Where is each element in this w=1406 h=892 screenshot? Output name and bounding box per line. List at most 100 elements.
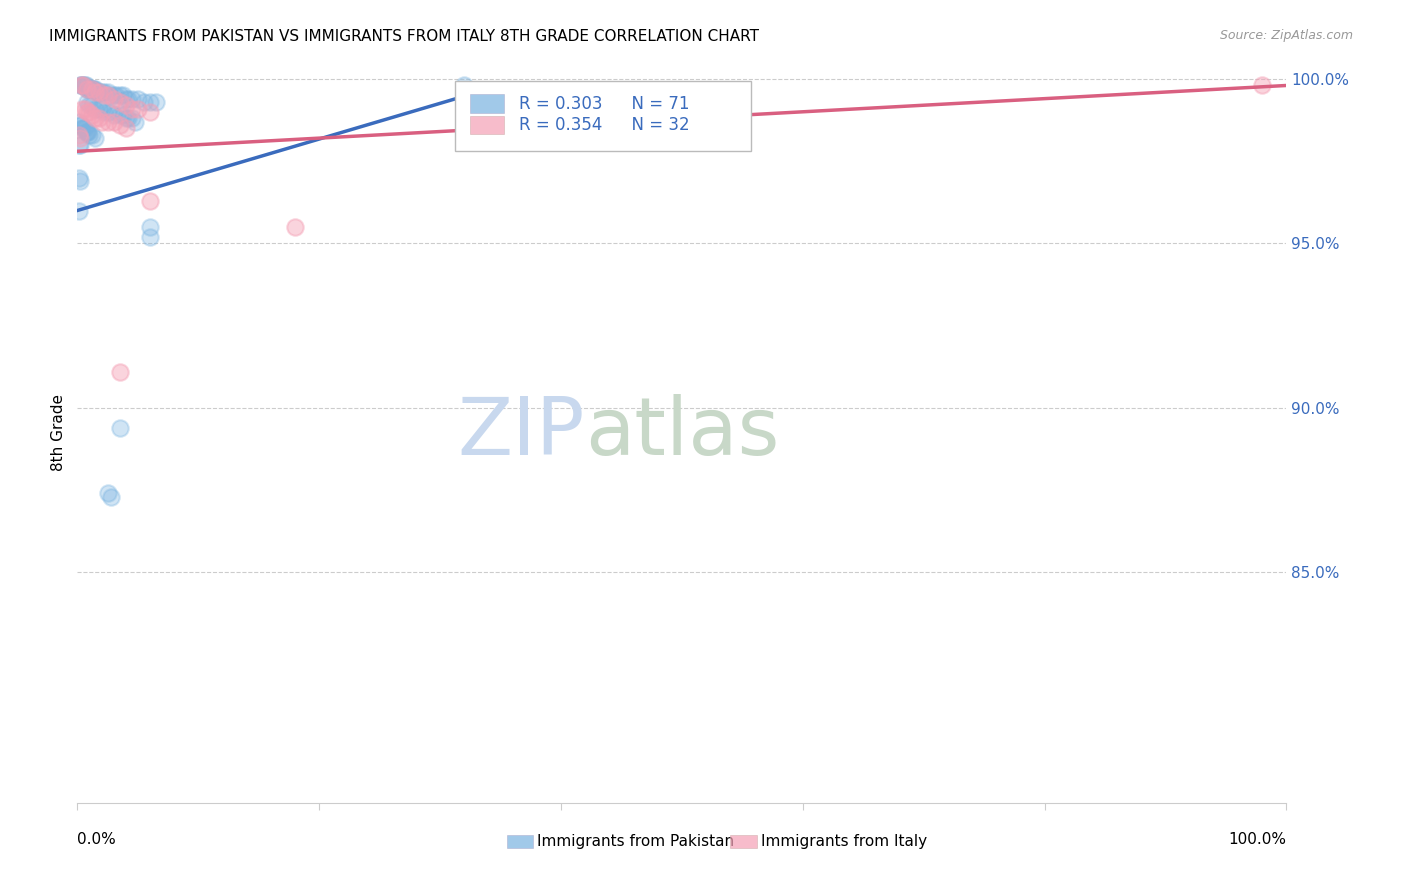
Point <box>73 121 96 136</box>
Point <box>82 82 104 96</box>
Point <box>87 102 110 116</box>
Point <box>105 88 128 103</box>
Point <box>69 137 91 152</box>
Point <box>117 112 139 126</box>
Point <box>75 124 97 138</box>
Point <box>103 114 125 128</box>
Point <box>80 128 103 142</box>
Point <box>80 108 103 122</box>
Point <box>121 92 143 106</box>
Point <box>139 230 162 244</box>
Point <box>93 85 115 99</box>
FancyBboxPatch shape <box>470 95 505 112</box>
Point <box>139 219 162 234</box>
Y-axis label: 8th Grade: 8th Grade <box>51 394 66 471</box>
Point <box>103 88 125 103</box>
Point <box>69 131 91 145</box>
Text: Immigrants from Italy: Immigrants from Italy <box>761 834 927 849</box>
Point <box>73 102 96 116</box>
Point <box>76 82 98 96</box>
Point <box>86 85 108 99</box>
Point <box>73 78 96 93</box>
Point <box>67 170 90 185</box>
FancyBboxPatch shape <box>454 81 751 152</box>
Point <box>93 104 115 119</box>
Point <box>79 128 101 142</box>
Point <box>90 102 112 116</box>
Point <box>79 82 101 96</box>
Point <box>117 92 139 106</box>
Point <box>72 121 94 136</box>
Point <box>132 95 155 109</box>
Text: ZIP: ZIP <box>458 393 585 472</box>
Point <box>76 95 98 109</box>
Point <box>67 128 90 142</box>
Text: atlas: atlas <box>585 393 779 472</box>
Point <box>84 131 107 145</box>
Point <box>87 85 110 99</box>
Text: N = 71: N = 71 <box>621 95 690 112</box>
Point <box>70 78 93 93</box>
Point <box>108 108 131 122</box>
Point <box>84 102 107 116</box>
Point <box>96 85 118 99</box>
Point <box>90 85 112 99</box>
Text: IMMIGRANTS FROM PAKISTAN VS IMMIGRANTS FROM ITALY 8TH GRADE CORRELATION CHART: IMMIGRANTS FROM PAKISTAN VS IMMIGRANTS F… <box>49 29 759 44</box>
Point <box>98 88 121 103</box>
Point <box>284 219 307 234</box>
FancyBboxPatch shape <box>506 835 533 848</box>
Point <box>75 78 97 93</box>
Point <box>70 102 93 116</box>
Point <box>72 78 94 93</box>
Point <box>67 203 90 218</box>
Point <box>1251 78 1274 93</box>
Point <box>103 92 125 106</box>
Point <box>103 108 125 122</box>
Point <box>96 104 118 119</box>
Point <box>70 78 93 93</box>
Point <box>76 82 98 96</box>
Point <box>112 108 135 122</box>
Point <box>93 88 115 103</box>
Point <box>108 420 131 434</box>
Point <box>72 78 94 93</box>
Point <box>145 95 167 109</box>
Point <box>96 486 118 500</box>
Point <box>84 112 107 126</box>
FancyBboxPatch shape <box>730 835 756 848</box>
Point <box>87 112 110 126</box>
Point <box>121 102 143 116</box>
Point <box>96 114 118 128</box>
Point <box>80 82 103 96</box>
Point <box>139 104 162 119</box>
Point <box>127 92 149 106</box>
Point <box>139 95 162 109</box>
Point <box>127 102 149 116</box>
Text: N = 32: N = 32 <box>621 116 690 134</box>
Point <box>67 137 90 152</box>
Text: 0.0%: 0.0% <box>77 832 117 847</box>
Point <box>79 98 101 112</box>
Point <box>108 88 131 103</box>
Point <box>108 95 131 109</box>
Point <box>69 118 91 132</box>
Point <box>121 112 143 126</box>
Point <box>70 121 93 136</box>
Point <box>114 98 136 112</box>
Point <box>114 112 136 126</box>
Point <box>124 114 146 128</box>
Point <box>108 365 131 379</box>
Point <box>100 104 122 119</box>
Point <box>139 194 162 208</box>
Point <box>79 82 101 96</box>
Point <box>70 118 93 132</box>
Text: 100.0%: 100.0% <box>1229 832 1286 847</box>
Point <box>70 78 93 93</box>
Point <box>114 121 136 136</box>
Point <box>69 78 91 93</box>
Point <box>90 114 112 128</box>
Point <box>84 82 107 96</box>
Point <box>67 114 90 128</box>
Text: R = 0.303: R = 0.303 <box>519 95 602 112</box>
Point <box>83 82 105 96</box>
